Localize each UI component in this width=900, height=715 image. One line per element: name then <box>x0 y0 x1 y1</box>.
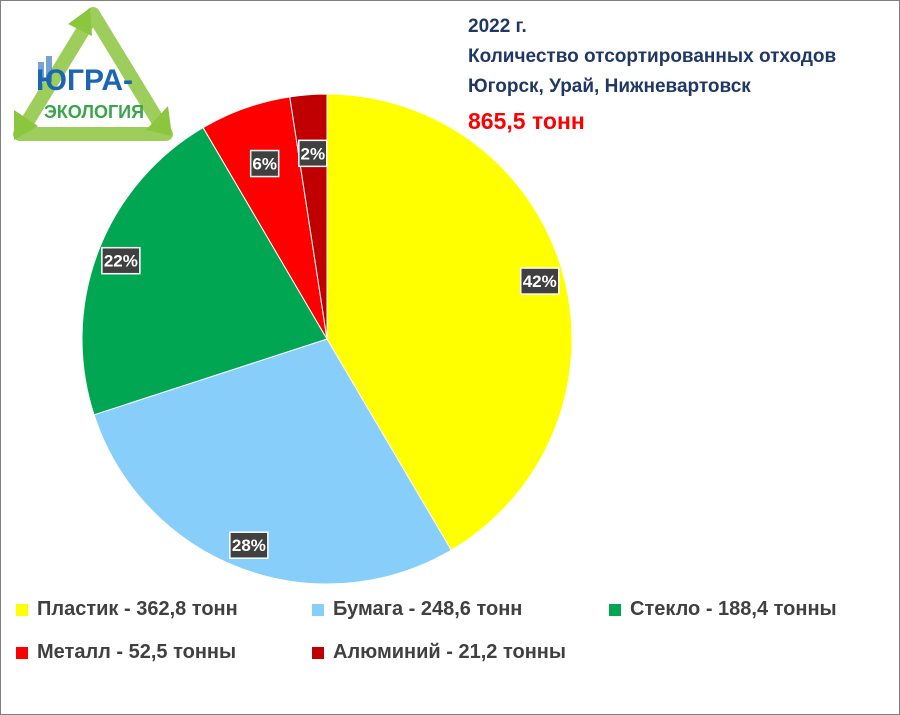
recycle-arrows-icon <box>13 7 173 141</box>
legend-swatch-2 <box>609 603 621 616</box>
svg-text:6%: 6% <box>252 155 277 174</box>
legend-swatch-3 <box>16 646 28 659</box>
svg-text:2%: 2% <box>301 144 326 163</box>
pie-slice-1 <box>93 338 452 585</box>
data-label-3: 6% <box>249 149 280 178</box>
data-label-1: 28% <box>229 531 269 559</box>
title-cities: Югорск, Урай, Нижневартовск <box>468 76 751 97</box>
yugra-ecology-logo: ЮГРА- ЭКОЛОГИЯ <box>8 6 178 146</box>
legend-label-1: Бумага - 248,6 тонн <box>333 598 523 620</box>
data-label-2: 22% <box>101 246 141 275</box>
logo-text-bottom: ЭКОЛОГИЯ <box>44 102 145 122</box>
title-main: Количество отсортированных отходов <box>468 46 837 67</box>
pie-slice-2 <box>81 126 328 416</box>
svg-text:22%: 22% <box>104 252 138 271</box>
data-label-0: 42% <box>519 267 560 295</box>
legend-label-4: Алюминий - 21,2 тонны <box>333 641 566 663</box>
title-year: 2022 г. <box>468 16 527 37</box>
legend-item-0: Пластик - 362,8 тонн <box>16 598 238 621</box>
svg-text:42%: 42% <box>523 272 557 291</box>
svg-text:28%: 28% <box>232 536 266 555</box>
legend-label-3: Металл - 52,5 тонны <box>37 641 237 663</box>
legend-swatch-1 <box>312 603 324 616</box>
legend-item-4: Алюминий - 21,2 тонны <box>312 641 566 664</box>
legend-swatch-4 <box>312 646 324 659</box>
legend-item-3: Металл - 52,5 тонны <box>16 641 236 664</box>
title-total: 865,5 тонн <box>468 108 585 134</box>
legend-item-2: Стекло - 188,4 тонны <box>609 598 837 621</box>
pie-slice-0 <box>326 93 573 551</box>
legend-label-2: Стекло - 188,4 тонны <box>630 598 837 620</box>
logo-text-top: ЮГРА- <box>36 64 133 97</box>
legend-swatch-0 <box>16 603 28 616</box>
data-label-4: 2% <box>298 139 328 168</box>
legend-label-0: Пластик - 362,8 тонн <box>37 598 238 620</box>
chart-title: 2022 г. Количество отсортированных отход… <box>468 12 836 140</box>
legend-item-1: Бумага - 248,6 тонн <box>312 598 522 621</box>
